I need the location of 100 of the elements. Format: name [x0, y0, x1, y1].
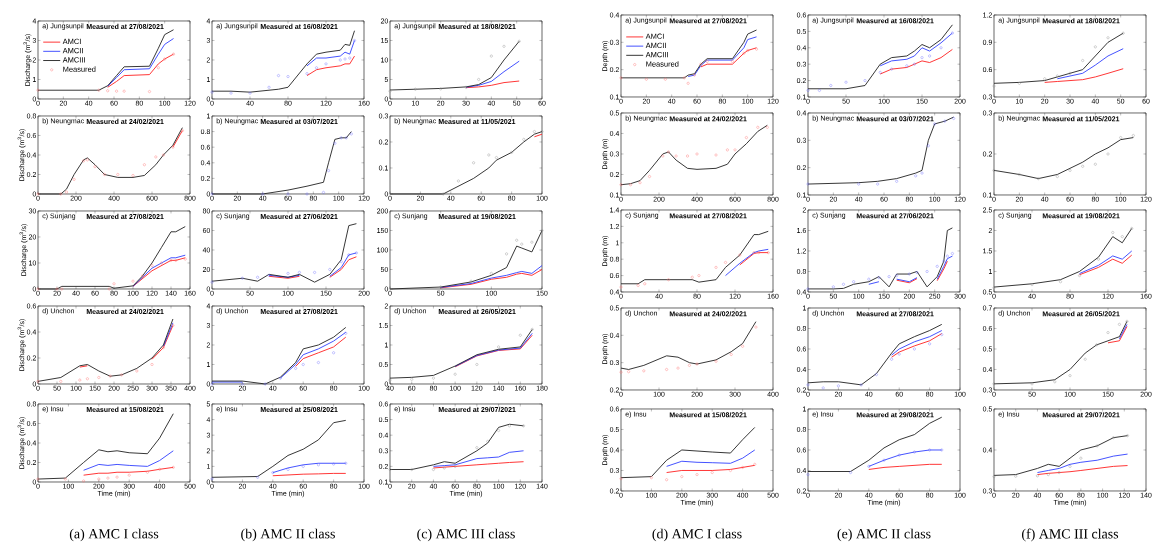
point	[680, 475, 684, 479]
point	[650, 476, 653, 480]
point	[1125, 319, 1129, 323]
point	[1055, 74, 1059, 78]
point	[388, 287, 392, 291]
point	[112, 282, 116, 286]
point	[120, 373, 124, 377]
point	[913, 450, 916, 454]
point	[343, 57, 347, 61]
point	[1057, 471, 1061, 474]
point	[1093, 162, 1097, 166]
point	[661, 154, 665, 158]
point	[1095, 343, 1099, 347]
point	[992, 475, 996, 479]
point	[1106, 331, 1110, 334]
line-series	[306, 40, 355, 67]
point	[663, 77, 667, 81]
point	[928, 342, 932, 346]
point	[857, 182, 861, 186]
point	[844, 80, 848, 84]
point	[642, 369, 646, 373]
point	[945, 254, 949, 258]
point	[928, 54, 932, 58]
point	[97, 376, 101, 379]
point	[731, 60, 734, 63]
point	[301, 363, 305, 366]
point	[741, 344, 745, 348]
point	[935, 264, 939, 268]
point	[530, 240, 534, 244]
point	[146, 470, 149, 474]
point	[1120, 235, 1124, 239]
point	[162, 346, 165, 349]
point	[65, 190, 68, 194]
line-series	[687, 36, 757, 77]
point	[344, 331, 348, 335]
point	[522, 424, 525, 428]
point	[746, 49, 750, 52]
line-series	[389, 40, 520, 91]
point	[890, 357, 894, 361]
point	[882, 458, 886, 462]
point	[305, 72, 309, 76]
point	[328, 268, 332, 271]
point	[887, 275, 891, 279]
point	[867, 464, 871, 468]
point	[686, 154, 689, 158]
point	[1093, 45, 1097, 49]
point	[636, 284, 640, 287]
point	[131, 279, 135, 283]
point	[920, 171, 924, 175]
point	[355, 251, 358, 255]
point	[181, 129, 184, 133]
point	[339, 260, 343, 264]
point	[926, 144, 930, 148]
point	[36, 477, 40, 481]
point	[469, 279, 473, 283]
line-series	[389, 328, 533, 379]
point	[915, 271, 919, 274]
point	[279, 376, 282, 380]
point	[489, 54, 493, 58]
point	[877, 276, 881, 280]
point	[36, 287, 40, 291]
point	[1030, 283, 1034, 286]
point	[1106, 36, 1110, 40]
point	[317, 463, 320, 467]
line-series	[37, 413, 174, 480]
line-series	[295, 336, 347, 367]
point	[895, 274, 899, 277]
point	[992, 286, 996, 290]
point	[1017, 81, 1021, 85]
point	[619, 285, 623, 289]
point	[705, 60, 709, 63]
point	[878, 70, 882, 74]
point	[1055, 175, 1059, 178]
point	[339, 136, 343, 140]
line-series	[725, 248, 769, 277]
point	[106, 476, 110, 480]
line-series	[879, 32, 953, 67]
point	[107, 287, 111, 291]
point	[508, 424, 511, 428]
point	[951, 252, 954, 255]
line-series	[620, 124, 768, 186]
line-series	[993, 32, 1124, 84]
point	[842, 282, 845, 286]
point	[141, 274, 144, 278]
point	[686, 81, 690, 85]
text: (f) AMC III class	[1022, 528, 1119, 542]
point	[829, 84, 833, 87]
point	[688, 363, 691, 367]
point	[63, 477, 67, 481]
point	[115, 89, 118, 93]
point	[914, 174, 918, 178]
point	[714, 359, 718, 363]
text: (c) AMC III class	[417, 528, 515, 542]
point	[210, 477, 214, 481]
line-series	[211, 419, 347, 478]
point	[619, 183, 623, 187]
point	[695, 362, 699, 366]
point	[248, 91, 252, 95]
point	[619, 76, 623, 80]
point	[925, 270, 929, 273]
